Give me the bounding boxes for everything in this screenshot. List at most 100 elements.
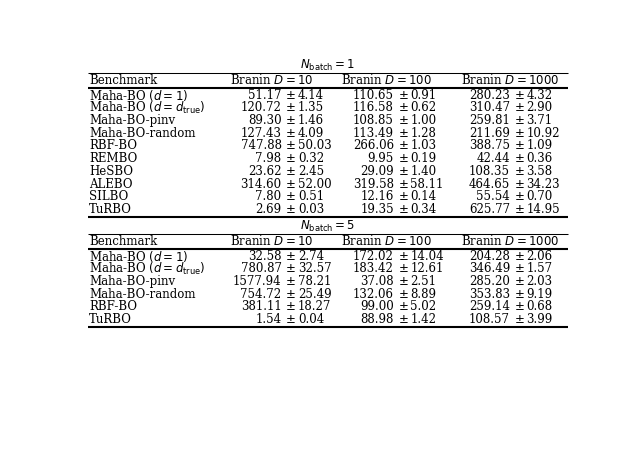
Text: 259.81: 259.81	[469, 114, 510, 127]
Text: 280.23: 280.23	[469, 89, 510, 102]
Text: 1.00: 1.00	[410, 114, 436, 127]
Text: Branin $D=100$: Branin $D=100$	[341, 235, 433, 248]
Text: 8.89: 8.89	[410, 288, 436, 301]
Text: $\pm$: $\pm$	[398, 127, 408, 140]
Text: 0.32: 0.32	[298, 152, 324, 165]
Text: $\pm$: $\pm$	[285, 152, 296, 165]
Text: RBF-BO: RBF-BO	[90, 140, 138, 152]
Text: 52.00: 52.00	[298, 178, 332, 190]
Text: Maha-BO-random: Maha-BO-random	[90, 288, 196, 301]
Text: $\pm$: $\pm$	[398, 101, 408, 114]
Text: $\pm$: $\pm$	[398, 262, 408, 275]
Text: 14.95: 14.95	[527, 203, 560, 216]
Text: $\pm$: $\pm$	[398, 165, 408, 178]
Text: TuRBO: TuRBO	[90, 203, 132, 216]
Text: 108.35: 108.35	[469, 165, 510, 178]
Text: 12.61: 12.61	[410, 262, 444, 275]
Text: 9.95: 9.95	[367, 152, 394, 165]
Text: $\pm$: $\pm$	[514, 250, 525, 263]
Text: $\pm$: $\pm$	[398, 288, 408, 301]
Text: 1.09: 1.09	[527, 140, 552, 152]
Text: 32.58: 32.58	[248, 250, 282, 263]
Text: $\pm$: $\pm$	[514, 89, 525, 102]
Text: 1.03: 1.03	[410, 140, 436, 152]
Text: 88.98: 88.98	[360, 313, 394, 326]
Text: 2.69: 2.69	[255, 203, 282, 216]
Text: Maha-BO $(d=1)$: Maha-BO $(d=1)$	[90, 88, 188, 103]
Text: 353.83: 353.83	[469, 288, 510, 301]
Text: $\pm$: $\pm$	[285, 250, 296, 263]
Text: 12.16: 12.16	[360, 190, 394, 203]
Text: 211.69: 211.69	[469, 127, 510, 140]
Text: 346.49: 346.49	[469, 262, 510, 275]
Text: 7.80: 7.80	[255, 190, 282, 203]
Text: 464.65: 464.65	[469, 178, 510, 190]
Text: 0.34: 0.34	[410, 203, 436, 216]
Text: HeSBO: HeSBO	[90, 165, 133, 178]
Text: 99.00: 99.00	[360, 301, 394, 313]
Text: 108.57: 108.57	[469, 313, 510, 326]
Text: $\pm$: $\pm$	[514, 275, 525, 288]
Text: 310.47: 310.47	[469, 101, 510, 114]
Text: 285.20: 285.20	[469, 275, 510, 288]
Text: 2.51: 2.51	[410, 275, 436, 288]
Text: SILBO: SILBO	[90, 190, 129, 203]
Text: 1.46: 1.46	[298, 114, 324, 127]
Text: 780.87: 780.87	[241, 262, 282, 275]
Text: 132.06: 132.06	[353, 288, 394, 301]
Text: TuRBO: TuRBO	[90, 313, 132, 326]
Text: 1.54: 1.54	[255, 313, 282, 326]
Text: 1.42: 1.42	[410, 313, 436, 326]
Text: Branin $D=10$: Branin $D=10$	[230, 235, 314, 248]
Text: 9.19: 9.19	[527, 288, 552, 301]
Text: $\pm$: $\pm$	[285, 275, 296, 288]
Text: 14.04: 14.04	[410, 250, 444, 263]
Text: 89.30: 89.30	[248, 114, 282, 127]
Text: $\pm$: $\pm$	[514, 114, 525, 127]
Text: 18.27: 18.27	[298, 301, 331, 313]
Text: 37.08: 37.08	[360, 275, 394, 288]
Text: $\pm$: $\pm$	[285, 288, 296, 301]
Text: $\pm$: $\pm$	[285, 313, 296, 326]
Text: 2.74: 2.74	[298, 250, 324, 263]
Text: 172.02: 172.02	[353, 250, 394, 263]
Text: 381.11: 381.11	[241, 301, 282, 313]
Text: 0.51: 0.51	[298, 190, 324, 203]
Text: $\pm$: $\pm$	[285, 89, 296, 102]
Text: 2.45: 2.45	[298, 165, 324, 178]
Text: 3.99: 3.99	[527, 313, 553, 326]
Text: RBF-BO: RBF-BO	[90, 301, 138, 313]
Text: 204.28: 204.28	[469, 250, 510, 263]
Text: 29.09: 29.09	[360, 165, 394, 178]
Text: 55.54: 55.54	[476, 190, 510, 203]
Text: Maha-BO-pinv: Maha-BO-pinv	[90, 114, 175, 127]
Text: $\pm$: $\pm$	[514, 288, 525, 301]
Text: Branin $D=100$: Branin $D=100$	[341, 73, 433, 88]
Text: 5.02: 5.02	[410, 301, 436, 313]
Text: 113.49: 113.49	[353, 127, 394, 140]
Text: $\pm$: $\pm$	[514, 313, 525, 326]
Text: $\pm$: $\pm$	[398, 190, 408, 203]
Text: 0.68: 0.68	[527, 301, 552, 313]
Text: 2.90: 2.90	[527, 101, 552, 114]
Text: $\pm$: $\pm$	[285, 203, 296, 216]
Text: Maha-BO $(d=d_{\mathrm{true}})$: Maha-BO $(d=d_{\mathrm{true}})$	[90, 100, 205, 116]
Text: ALEBO: ALEBO	[90, 178, 133, 190]
Text: 0.91: 0.91	[410, 89, 436, 102]
Text: Branin $D=1000$: Branin $D=1000$	[461, 235, 559, 248]
Text: 51.17: 51.17	[248, 89, 282, 102]
Text: Branin $D=1000$: Branin $D=1000$	[461, 73, 559, 88]
Text: 23.62: 23.62	[248, 165, 282, 178]
Text: 266.06: 266.06	[353, 140, 394, 152]
Text: $\pm$: $\pm$	[514, 127, 525, 140]
Text: $\pm$: $\pm$	[514, 203, 525, 216]
Text: $\pm$: $\pm$	[398, 250, 408, 263]
Text: $\pm$: $\pm$	[514, 165, 525, 178]
Text: 1577.94: 1577.94	[233, 275, 282, 288]
Text: 110.65: 110.65	[353, 89, 394, 102]
Text: 127.43: 127.43	[241, 127, 282, 140]
Text: 1.40: 1.40	[410, 165, 436, 178]
Text: 25.49: 25.49	[298, 288, 332, 301]
Text: $\pm$: $\pm$	[514, 101, 525, 114]
Text: $\pm$: $\pm$	[285, 101, 296, 114]
